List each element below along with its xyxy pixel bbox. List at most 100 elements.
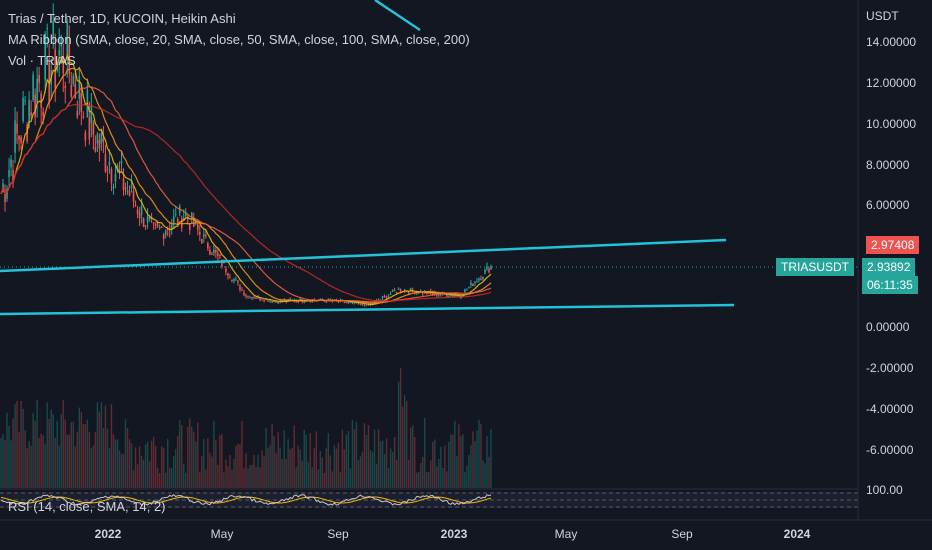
volume-bar bbox=[134, 447, 137, 488]
volume-bar bbox=[253, 454, 255, 488]
rsi-legend[interactable]: RSI (14, close, SMA, 14, 2) bbox=[8, 499, 166, 514]
volume-bar bbox=[199, 471, 201, 488]
candle-body bbox=[36, 78, 38, 103]
candle-body bbox=[221, 259, 223, 267]
volume-bar bbox=[265, 428, 267, 488]
candle-body bbox=[138, 213, 141, 218]
candle-body bbox=[233, 279, 235, 281]
volume-bar bbox=[440, 446, 442, 488]
volume-bar bbox=[195, 441, 197, 488]
volume-bar bbox=[413, 437, 416, 488]
candle-body bbox=[100, 132, 103, 144]
volume-bar bbox=[424, 418, 426, 488]
candle-body bbox=[225, 268, 227, 272]
legend-ma-ribbon[interactable]: MA Ribbon (SMA, close, 20, SMA, close, 5… bbox=[8, 32, 470, 47]
volume-bar bbox=[173, 456, 175, 488]
legend-volume[interactable]: Vol · TRIAS bbox=[8, 53, 76, 68]
price-tick: 14.00000 bbox=[866, 35, 916, 49]
volume-bar bbox=[110, 404, 113, 488]
volume-bar bbox=[136, 464, 139, 488]
volume-bar bbox=[399, 368, 402, 488]
volume-bar bbox=[484, 463, 486, 488]
candle-body bbox=[452, 295, 454, 297]
price-axis-currency: USDT bbox=[866, 9, 899, 23]
volume-bar bbox=[472, 431, 474, 488]
candle-body bbox=[409, 288, 412, 292]
volume-bar bbox=[12, 418, 14, 488]
volume-bar bbox=[293, 425, 295, 488]
candle-body bbox=[466, 289, 468, 291]
candle-body bbox=[227, 273, 229, 276]
volume-bar bbox=[281, 459, 283, 488]
volume-bar bbox=[432, 441, 434, 488]
volume-bar bbox=[132, 470, 135, 488]
price-tick: 10.00000 bbox=[866, 117, 916, 131]
volume-bar bbox=[235, 445, 237, 488]
legend-symbol[interactable]: Trias / Tether, 1D, KUCOIN, Heikin Ashi bbox=[8, 11, 236, 26]
candle-body bbox=[160, 227, 163, 229]
candle-body bbox=[287, 299, 289, 301]
volume-bar bbox=[442, 467, 444, 488]
volume-bar bbox=[156, 467, 159, 488]
candle-body bbox=[104, 154, 107, 172]
volume-bar bbox=[283, 430, 285, 488]
volume-bar bbox=[197, 422, 199, 488]
candle-body bbox=[199, 232, 201, 235]
volume-bar bbox=[104, 405, 107, 488]
volume-bar bbox=[122, 453, 125, 488]
volume-bar bbox=[68, 434, 70, 488]
volume-bar bbox=[213, 420, 215, 488]
volume-bar bbox=[454, 420, 456, 488]
volume-bar bbox=[426, 472, 428, 488]
volume-bar bbox=[323, 472, 326, 488]
volume-bar bbox=[130, 443, 133, 488]
volume-bar bbox=[247, 468, 249, 488]
candle-body bbox=[70, 84, 73, 97]
candle-body bbox=[319, 298, 322, 300]
trendlines[interactable] bbox=[0, 0, 858, 316]
high-price-badge: 2.97408 bbox=[866, 236, 920, 254]
volume-bar bbox=[327, 433, 330, 488]
volume-bar bbox=[357, 460, 360, 488]
time-tick: May bbox=[211, 527, 234, 541]
candle-body bbox=[158, 227, 161, 229]
volume-bar bbox=[287, 439, 289, 488]
candle-body bbox=[40, 93, 42, 108]
symbol-badge: TRIASUSDT bbox=[776, 258, 855, 276]
volume-bar bbox=[116, 439, 119, 488]
volume-bar bbox=[181, 424, 183, 488]
volume-bar bbox=[120, 453, 123, 488]
price-tick: -6.00000 bbox=[866, 443, 914, 457]
candle-body bbox=[323, 300, 326, 302]
candle-body bbox=[60, 35, 63, 47]
volume-bar bbox=[444, 445, 446, 488]
volume-bar bbox=[347, 430, 350, 488]
candle-body bbox=[120, 161, 123, 164]
volume-bar bbox=[476, 430, 478, 488]
volume-bar bbox=[231, 469, 233, 488]
volume-bar bbox=[90, 448, 93, 488]
volume-bar bbox=[193, 431, 195, 488]
candle-body bbox=[94, 147, 97, 152]
volume-bar bbox=[34, 420, 36, 488]
volume-bar bbox=[349, 468, 352, 488]
volume-bar bbox=[94, 432, 97, 488]
candle-body bbox=[223, 262, 225, 264]
candle-body bbox=[277, 302, 279, 304]
candle-body bbox=[203, 234, 205, 237]
volume-bar bbox=[215, 440, 217, 488]
volume-bar bbox=[86, 419, 89, 488]
volume-bar bbox=[164, 472, 167, 488]
upper-trendline bbox=[0, 238, 727, 273]
candle-body bbox=[64, 85, 67, 89]
candle-body bbox=[261, 299, 263, 301]
candle-body bbox=[273, 301, 275, 303]
volume-bar bbox=[18, 431, 20, 488]
volume-bar bbox=[82, 423, 85, 488]
candle-body bbox=[28, 99, 30, 123]
volume-bar bbox=[140, 456, 143, 488]
candle-body bbox=[154, 224, 157, 226]
candle-body bbox=[393, 290, 396, 292]
volume-bar bbox=[170, 468, 173, 488]
volume-bar bbox=[275, 453, 277, 488]
